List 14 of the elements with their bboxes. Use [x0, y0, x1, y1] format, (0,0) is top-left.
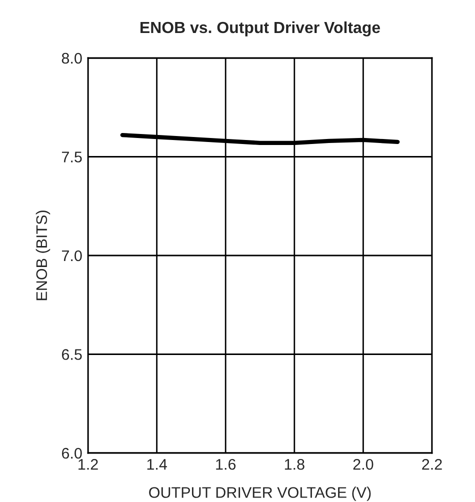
y-tick-label: 7.0: [62, 250, 82, 262]
x-tick-label: 1.8: [284, 458, 304, 470]
x-tick-label: 1.2: [78, 458, 98, 470]
x-tick-label: 1.4: [147, 459, 167, 470]
x-tick-label: 2.0: [353, 458, 374, 470]
x-tick-label: 2.2: [422, 458, 442, 470]
y-tick-label: 6.5: [62, 349, 82, 360]
y-tick-label: 8.0: [62, 52, 82, 64]
x-tick-label: 1.6: [216, 458, 236, 470]
y-tick-label: 6.0: [62, 448, 82, 459]
chart-title: ENOB vs. Output Driver Voltage: [140, 21, 380, 36]
y-tick-label: 7.5: [62, 152, 82, 162]
y-axis-title: ENOB (BITS): [36, 210, 50, 300]
x-axis-title: OUTPUT DRIVER VOLTAGE (V): [149, 486, 371, 501]
